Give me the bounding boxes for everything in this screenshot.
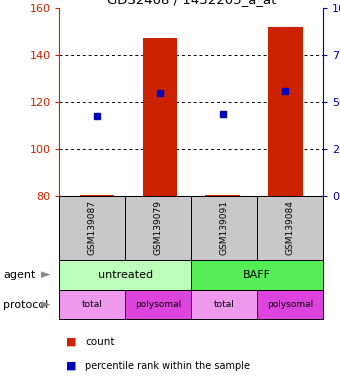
Bar <box>59 290 125 319</box>
Text: BAFF: BAFF <box>243 270 271 280</box>
Text: total: total <box>214 300 235 309</box>
Text: protocol: protocol <box>3 300 49 310</box>
Bar <box>257 290 323 319</box>
Bar <box>268 26 303 196</box>
Text: agent: agent <box>3 270 36 280</box>
Bar <box>142 38 177 196</box>
Text: ►: ► <box>41 268 51 281</box>
Bar <box>125 196 191 260</box>
Text: percentile rank within the sample: percentile rank within the sample <box>85 361 250 371</box>
Text: total: total <box>82 300 103 309</box>
Text: untreated: untreated <box>98 270 153 280</box>
Text: ■: ■ <box>66 361 77 371</box>
Bar <box>191 260 323 290</box>
Text: GSM139084: GSM139084 <box>286 200 294 255</box>
Title: GDS2408 / 1432205_a_at: GDS2408 / 1432205_a_at <box>106 0 276 7</box>
Text: polysomal: polysomal <box>267 300 313 309</box>
Bar <box>205 195 240 196</box>
Bar <box>59 260 191 290</box>
Bar <box>191 196 257 260</box>
Bar <box>257 196 323 260</box>
Text: ■: ■ <box>66 337 77 347</box>
Text: polysomal: polysomal <box>135 300 182 309</box>
Text: GSM139087: GSM139087 <box>88 200 97 255</box>
Text: GSM139091: GSM139091 <box>220 200 229 255</box>
Text: GSM139079: GSM139079 <box>154 200 163 255</box>
Text: ►: ► <box>41 298 51 311</box>
Bar <box>191 290 257 319</box>
Bar <box>125 290 191 319</box>
Bar <box>59 196 125 260</box>
Text: count: count <box>85 337 115 347</box>
Bar <box>80 195 114 196</box>
